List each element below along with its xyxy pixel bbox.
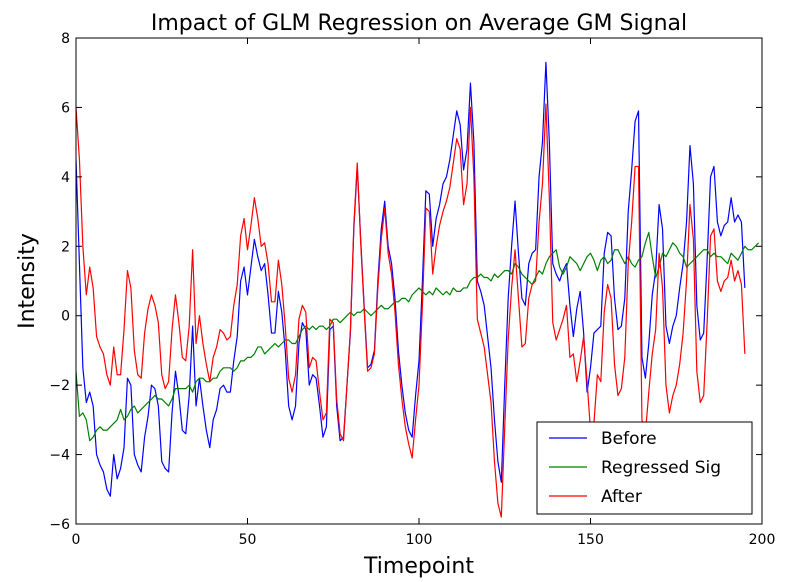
chart-title: Impact of GLM Regression on Average GM S… — [151, 11, 687, 36]
x-axis-title: Timepoint — [363, 554, 474, 579]
series-line-before — [76, 61, 746, 497]
ticks-layer: 0 50 100 150 200 −6 −4 −2 0 2 4 6 8 — [49, 31, 775, 548]
y-axis-title: Intensity — [15, 233, 40, 329]
y-tick-label: 2 — [61, 239, 70, 255]
series-line-after — [76, 103, 746, 518]
y-tick-label: −4 — [49, 448, 70, 464]
x-tick-label: 200 — [749, 532, 776, 548]
legend-label-regressed-sig: Regressed Sig — [601, 458, 721, 478]
legend: Before Regressed Sig After — [536, 421, 753, 515]
y-tick-label: −6 — [49, 517, 70, 533]
x-tick-label: 0 — [72, 532, 81, 548]
legend-box — [536, 421, 753, 515]
y-tick-label: 8 — [61, 31, 70, 47]
legend-label-before: Before — [601, 429, 657, 449]
y-tick-label: 6 — [61, 100, 70, 116]
y-tick-label: 0 — [61, 309, 70, 325]
legend-label-after: After — [601, 487, 642, 507]
x-tick-label: 100 — [406, 532, 433, 548]
x-tick-label: 150 — [577, 532, 604, 548]
y-tick-label: −2 — [49, 378, 70, 394]
x-tick-label: 50 — [239, 532, 257, 548]
y-tick-label: 4 — [61, 170, 70, 186]
series-line-regressed-sig — [76, 231, 759, 442]
series-layer — [76, 61, 759, 518]
